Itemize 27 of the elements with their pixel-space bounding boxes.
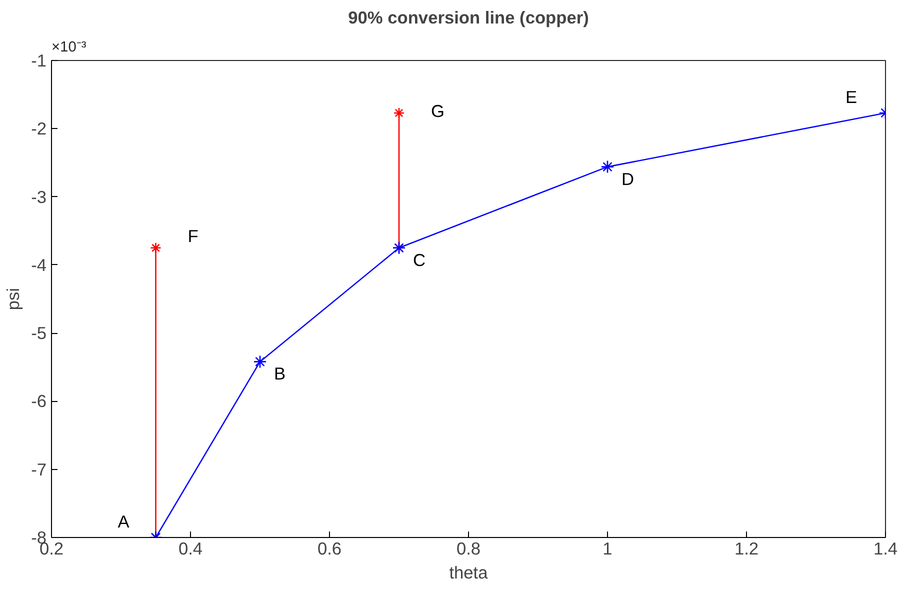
annotation: E bbox=[846, 86, 858, 107]
y-tick-label: -7 bbox=[31, 459, 47, 480]
point bbox=[600, 160, 614, 174]
y-tick-label: -2 bbox=[31, 118, 47, 139]
x-tick-label: 0.4 bbox=[178, 538, 203, 558]
annotation: A bbox=[118, 512, 130, 532]
y-tick-label: -3 bbox=[31, 186, 47, 207]
x-tick-label: 1.2 bbox=[734, 538, 759, 558]
text: ×10⁻³ bbox=[52, 40, 86, 56]
x-tick-label: 0.6 bbox=[317, 538, 342, 558]
x-tick-label: 0.8 bbox=[456, 538, 481, 558]
annotation: G bbox=[431, 100, 444, 121]
x-tick-label: 1 bbox=[602, 538, 612, 558]
y-axis-title: psi bbox=[3, 288, 24, 310]
x-tick-label: 1.4 bbox=[873, 538, 898, 558]
annotation: C bbox=[413, 250, 426, 270]
y-tick-label: -6 bbox=[31, 391, 47, 412]
x-axis-title: theta bbox=[449, 562, 488, 582]
annotation: D bbox=[622, 168, 634, 189]
chart-title: 90% conversion line (copper) bbox=[348, 8, 589, 28]
y-tick-label: -1 bbox=[31, 50, 47, 70]
point bbox=[150, 242, 162, 254]
y-tick-label: -4 bbox=[31, 254, 47, 275]
y-tick-label: -5 bbox=[31, 323, 47, 344]
annotation: B bbox=[274, 364, 286, 384]
point bbox=[393, 107, 405, 119]
annotation: F bbox=[188, 226, 198, 246]
